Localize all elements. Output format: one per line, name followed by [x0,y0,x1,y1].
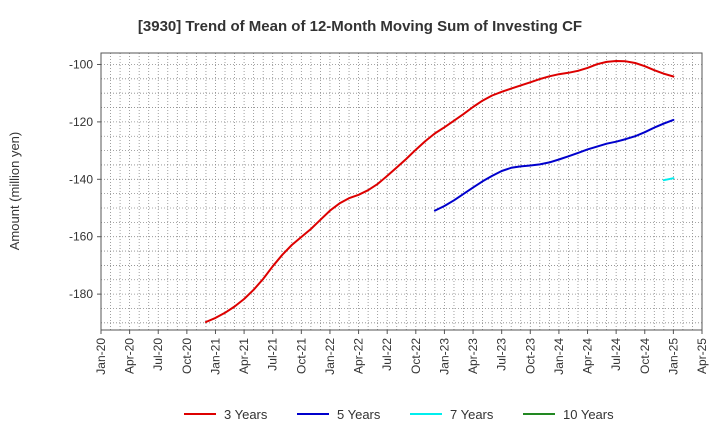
x-tick-label: Jul-23 [495,338,509,371]
y-tick-label: -100 [69,57,93,71]
x-tick-label: Jan-25 [666,338,680,375]
x-tick-label: Jan-22 [323,338,337,375]
x-tick-label: Apr-25 [695,338,709,374]
x-tick-label: Oct-23 [523,338,537,374]
legend: 3 Years 5 Years 7 Years 10 Years [184,407,614,422]
plot-frame [100,52,703,331]
x-tick-label: Jul-21 [266,338,280,371]
x-axis-ticks: Jan-20 Apr-20 Jul-20 Oct-20 Jan-21 Apr-21 Jul-… [94,330,709,375]
x-tick-label: Jan-20 [94,338,108,375]
y-tick-label: -160 [69,230,93,244]
y-tick-label: -120 [69,115,93,129]
x-tick-label: Jul-20 [151,338,165,371]
x-tick-label: Oct-20 [180,338,194,374]
series-line-2 [433,118,675,212]
x-tick-label: Jul-22 [380,338,394,371]
series-line-3 [662,177,675,182]
y-tick-label: -140 [69,172,93,186]
x-tick-label: Apr-20 [123,338,137,374]
x-tick-label: Jan-24 [552,338,566,375]
y-axis-ticks: -100 -120 -140 -160 -180 [69,57,101,301]
legend-label: 3 Years [224,407,268,422]
series-line-1 [204,60,675,323]
x-tick-label: Jul-24 [609,338,623,371]
x-tick-label: Apr-22 [352,338,366,374]
legend-label: 10 Years [563,407,614,422]
chart-title: [3930] Trend of Mean of 12-Month Moving … [138,18,582,35]
legend-label: 5 Years [337,407,381,422]
y-tick-label: -180 [69,287,93,301]
grid [101,53,702,330]
x-tick-label: Oct-22 [409,338,423,374]
x-tick-label: Oct-24 [638,338,652,374]
series-layer [204,60,675,323]
x-tick-label: Jan-23 [437,338,451,375]
x-tick-label: Oct-21 [294,338,308,374]
legend-label: 7 Years [450,407,494,422]
x-tick-label: Apr-24 [581,338,595,374]
x-tick-label: Jan-21 [208,338,222,375]
x-tick-label: Apr-21 [237,338,251,374]
y-axis-label: Amount (million yen) [7,132,22,251]
x-tick-label: Apr-23 [466,338,480,374]
